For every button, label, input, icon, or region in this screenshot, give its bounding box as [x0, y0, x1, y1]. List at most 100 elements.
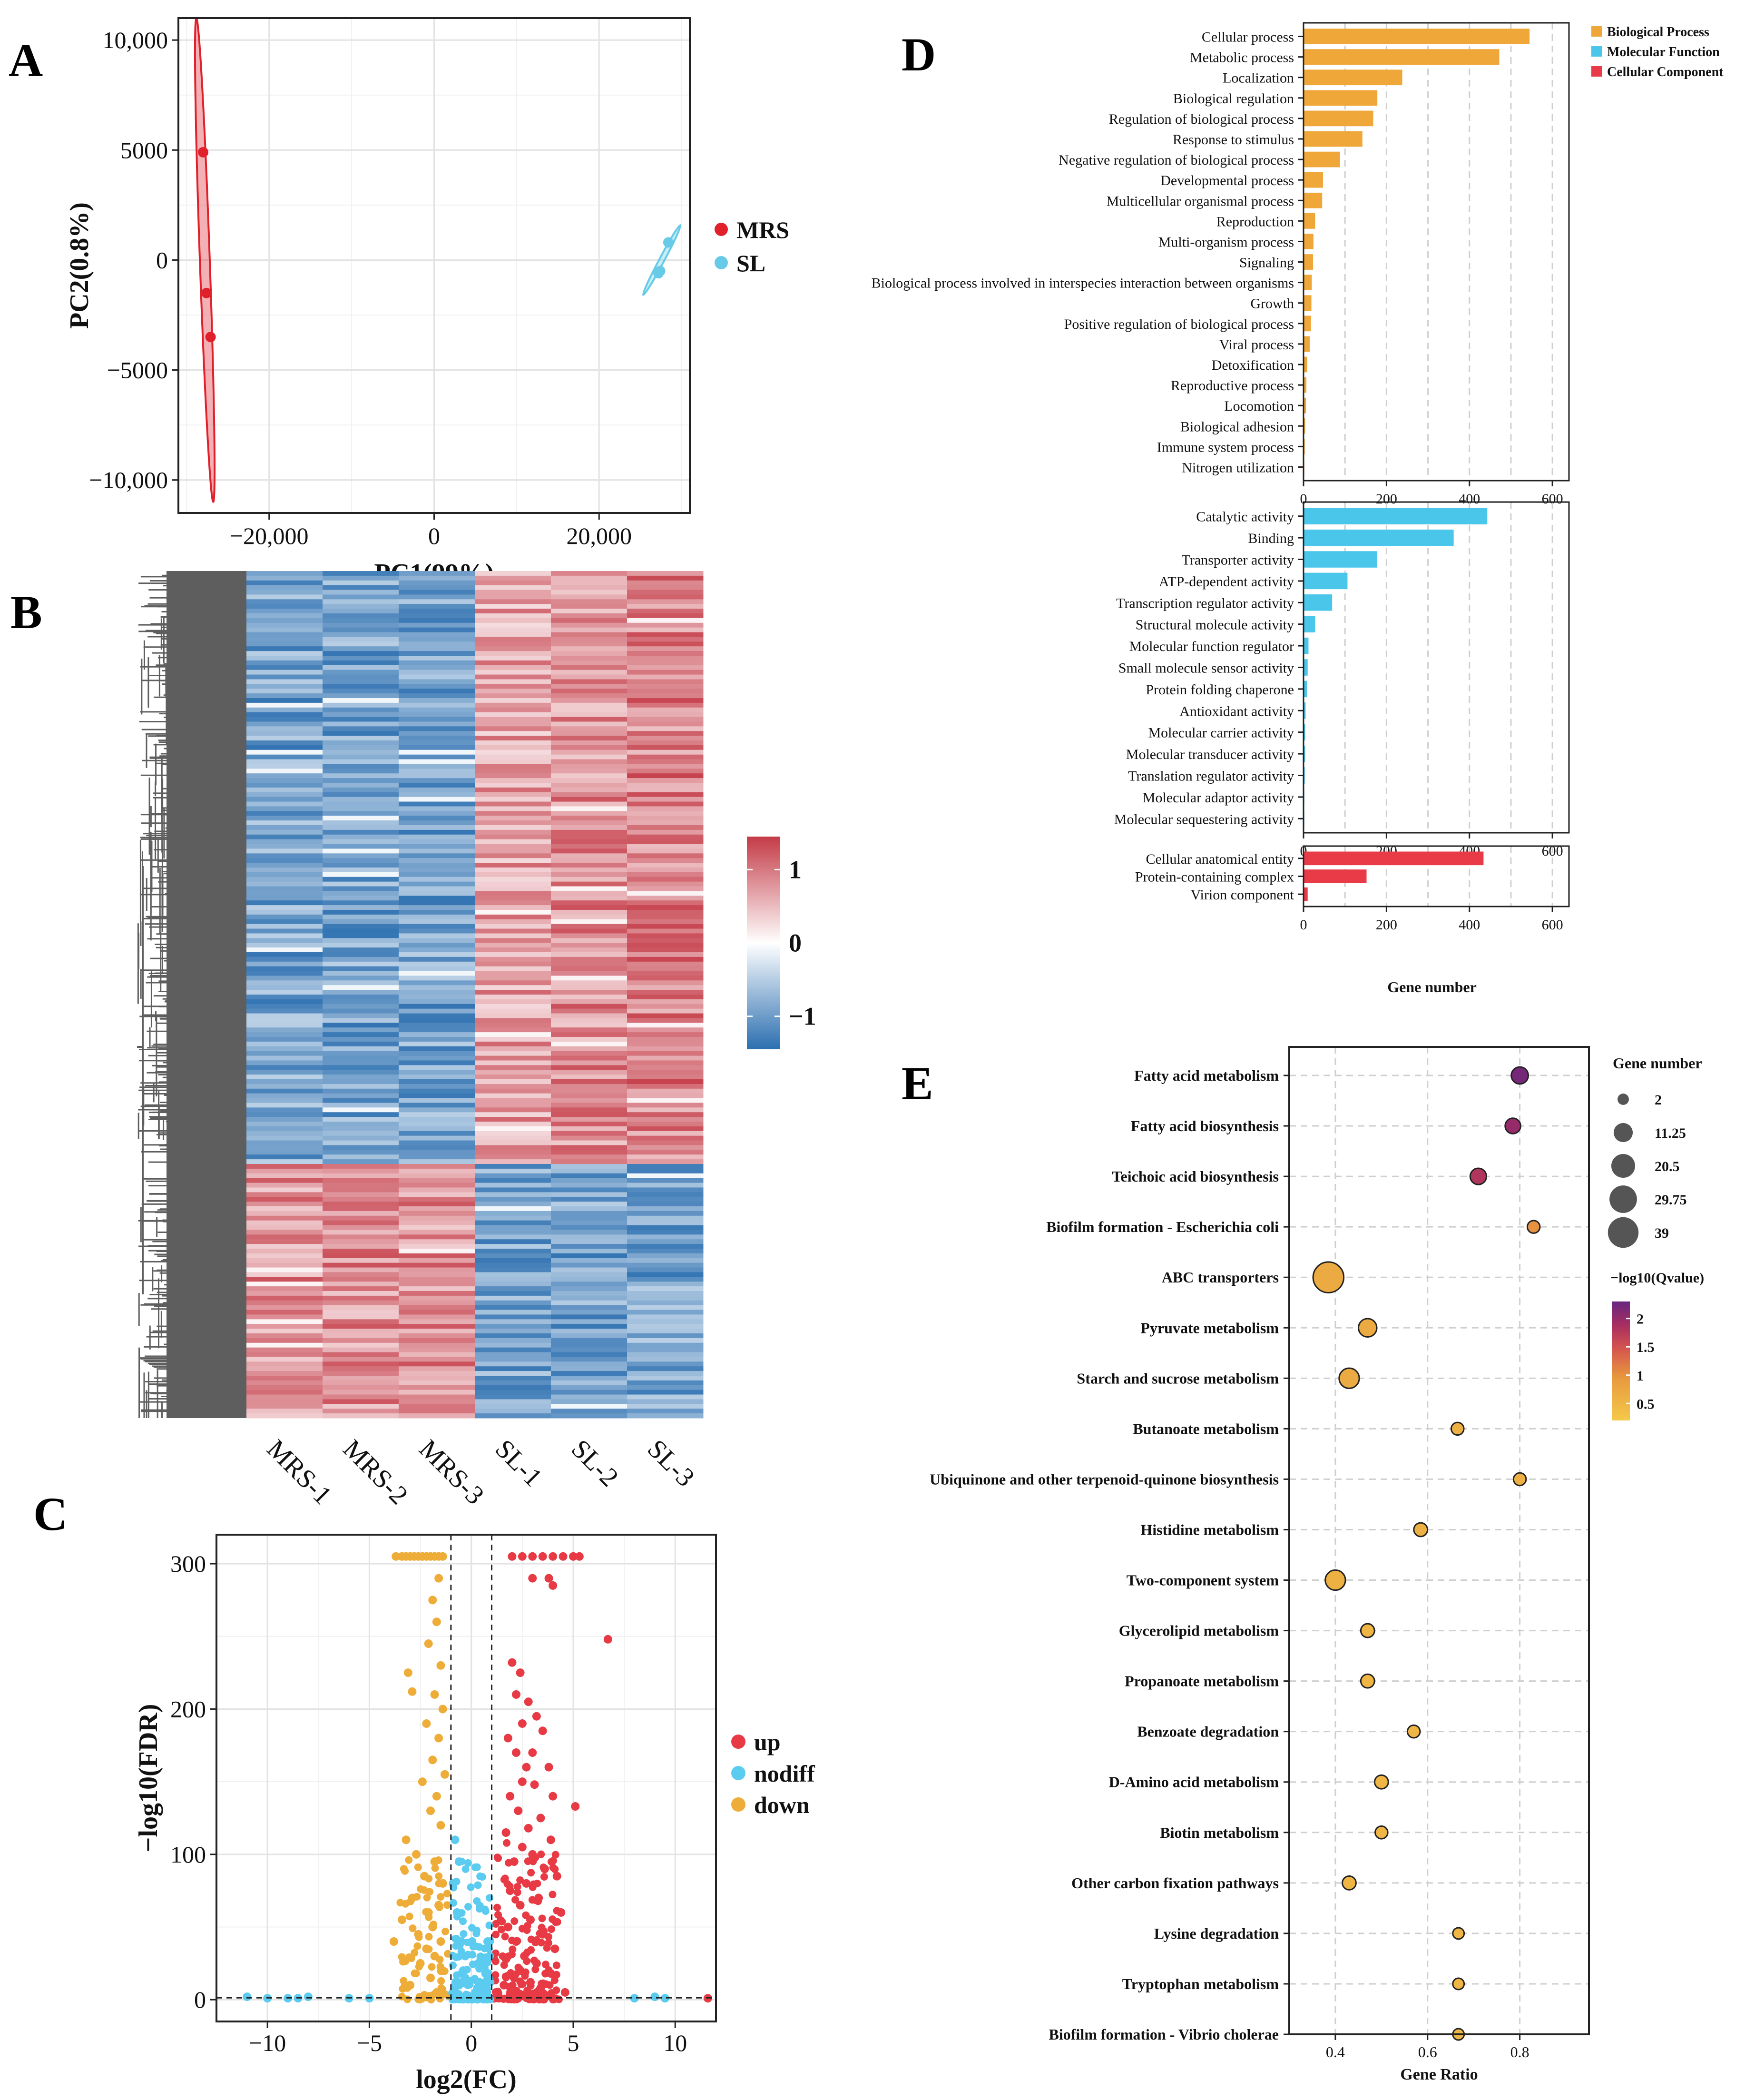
heatmap-cell: [475, 1286, 551, 1292]
heatmap-cell: [323, 1352, 399, 1357]
heatmap-cell: [627, 1183, 704, 1188]
heatmap-cell: [323, 999, 399, 1005]
heatmap-cell: [323, 1084, 399, 1089]
volcano-point-nodiff: [455, 1857, 463, 1866]
heatmap-cell: [627, 1088, 704, 1094]
volcano-point-down: [408, 1893, 417, 1903]
go-term-label: Reproduction: [1216, 214, 1294, 229]
x-tick-label: 0.8: [1510, 2043, 1529, 2061]
volcano-point-nodiff: [485, 1952, 494, 1961]
heatmap-cell: [627, 1215, 704, 1221]
heatmap-cell: [246, 995, 323, 1000]
heatmap-cell: [475, 1060, 551, 1065]
heatmap-cell: [551, 1409, 627, 1414]
heatmap-cell: [246, 689, 323, 694]
heatmap-cell: [551, 877, 627, 882]
volcano-point-down: [437, 1977, 445, 1985]
heatmap-cell: [399, 1220, 475, 1226]
heatmap-cell: [246, 613, 323, 619]
heatmap-cell: [399, 726, 475, 731]
heatmap-cell: [627, 684, 704, 689]
heatmap-cell: [246, 1154, 323, 1160]
volcano-point-down: [434, 1901, 443, 1910]
heatmap-cell: [399, 1352, 475, 1357]
heatmap-cell: [399, 1145, 475, 1150]
volcano-point-up: [526, 1915, 535, 1924]
panel-letter-b: B: [10, 586, 42, 639]
heatmap-cell: [551, 674, 627, 680]
heatmap-cell: [475, 736, 551, 741]
heatmap-cell: [246, 1376, 323, 1381]
heatmap-cell: [323, 769, 399, 774]
heatmap-cell: [551, 952, 627, 957]
heatmap-cell: [475, 1314, 551, 1320]
go-bar: [1304, 275, 1312, 291]
heatmap-cell: [323, 1032, 399, 1037]
heatmap-cell: [399, 660, 475, 666]
heatmap-cell: [246, 1239, 323, 1244]
volcano-point-nodiff: [459, 1966, 468, 1975]
heatmap-cell: [475, 792, 551, 798]
heatmap-cell: [246, 816, 323, 821]
heatmap-cell: [551, 1065, 627, 1070]
pathway-label: Starch and sucrose metabolism: [1077, 1370, 1279, 1387]
heatmap-cell: [246, 773, 323, 779]
x-tick-label: 10: [663, 2030, 687, 2056]
heatmap-cell: [627, 797, 704, 802]
volcano-point-nodiff: [457, 1937, 466, 1946]
go-term-label: Signaling: [1239, 255, 1294, 271]
heatmap-cell: [627, 1409, 704, 1414]
heatmap-cell: [323, 632, 399, 637]
heatmap-cell: [475, 712, 551, 718]
volcano-point-down: [441, 1770, 449, 1779]
heatmap-cell: [246, 1060, 323, 1065]
heatmap-cell: [627, 656, 704, 661]
heatmap-cell: [475, 1342, 551, 1348]
heatmap-cell: [399, 778, 475, 783]
heatmap-cell: [475, 1244, 551, 1249]
volcano-point-up: [544, 1763, 553, 1772]
volcano-point-down: [411, 1949, 419, 1957]
heatmap-cell: [551, 613, 627, 619]
heatmap-cell: [246, 985, 323, 990]
x-tick-label: 600: [1542, 917, 1563, 933]
heatmap-cell: [551, 1215, 627, 1221]
pca-point-mrs: [198, 147, 209, 158]
heatmap-cell: [399, 938, 475, 943]
heatmap-cell: [475, 1333, 551, 1339]
heatmap-cell: [399, 971, 475, 976]
heatmap-cell: [627, 783, 704, 788]
heatmap-cell: [323, 961, 399, 967]
legend-label: Biological Process: [1607, 25, 1709, 39]
heatmap-cell: [323, 1413, 399, 1419]
heatmap-cell: [399, 731, 475, 736]
heatmap-cell: [323, 1051, 399, 1056]
go-term-label: Molecular sequestering activity: [1114, 811, 1294, 827]
heatmap-cell: [475, 858, 551, 863]
heatmap-cell: [399, 689, 475, 694]
volcano-point-nodiff: [452, 1908, 461, 1917]
volcano-point-up: [518, 1552, 527, 1561]
heatmap-cell: [551, 627, 627, 633]
heatmap-cell: [323, 1267, 399, 1272]
heatmap-cell: [475, 933, 551, 938]
heatmap-cell: [399, 1253, 475, 1259]
heatmap-cell: [627, 1023, 704, 1028]
heatmap-cell: [627, 749, 704, 755]
heatmap-cell: [475, 1112, 551, 1117]
heatmap-cell: [551, 1202, 627, 1207]
go-term-label: Binding: [1248, 531, 1294, 546]
volcano-point-up: [528, 1896, 536, 1904]
heatmap-cell: [246, 924, 323, 929]
pathway-label: Benzoate degradation: [1137, 1723, 1279, 1740]
heatmap-cell: [475, 1394, 551, 1400]
heatmap-cell: [246, 1150, 323, 1155]
heatmap-cell: [627, 1282, 704, 1287]
heatmap-cell: [627, 1173, 704, 1179]
volcano-point-nodiff: [473, 1897, 481, 1905]
pathway-label: Glycerolipid metabolism: [1119, 1622, 1279, 1639]
plot-frame: [216, 1534, 717, 2022]
pathway-bubble: [1406, 1724, 1421, 1739]
legend-marker-mrs: [715, 223, 728, 236]
heatmap-cell: [551, 1154, 627, 1160]
